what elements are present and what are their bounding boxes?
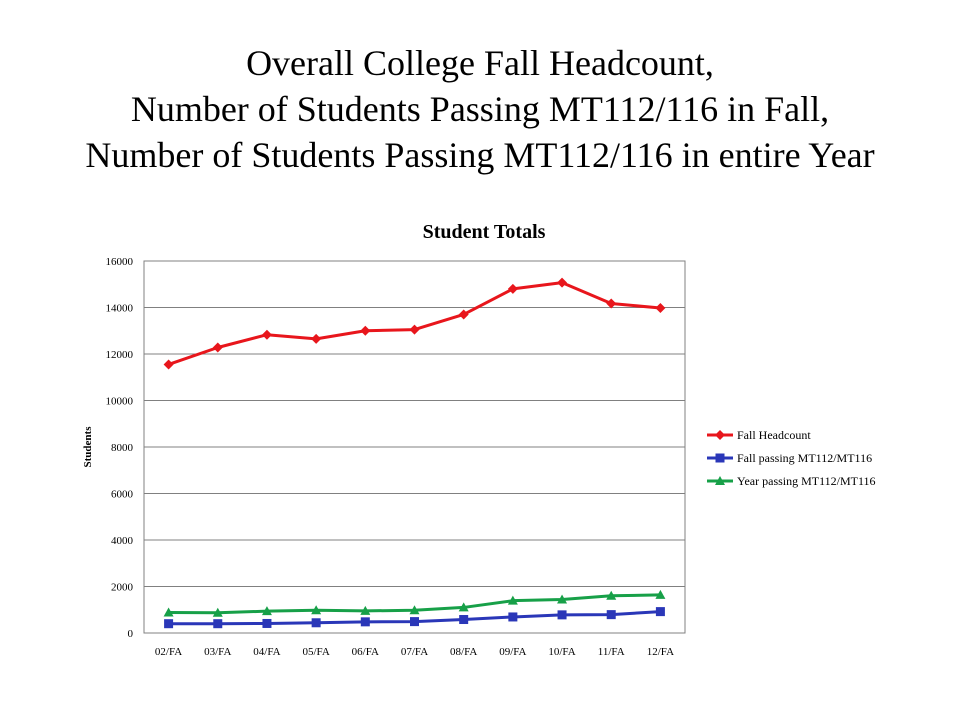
y-tick-label: 2000 <box>111 582 134 594</box>
y-tick-label: 10000 <box>106 396 134 408</box>
data-point <box>262 618 272 628</box>
data-point <box>507 595 518 605</box>
y-tick-label: 8000 <box>111 442 134 454</box>
data-point <box>360 617 370 627</box>
data-point <box>212 607 223 617</box>
data-point <box>655 302 666 313</box>
legend-entry: Fall Headcount <box>707 428 811 442</box>
data-point <box>606 298 617 309</box>
x-tick-label: 07/FA <box>401 646 428 658</box>
data-point <box>360 605 371 615</box>
x-tick-label: 11/FA <box>598 646 625 658</box>
data-point <box>164 619 174 629</box>
y-tick-label: 16000 <box>106 256 134 268</box>
data-point <box>459 615 469 625</box>
data-point <box>163 607 174 617</box>
data-point <box>261 329 272 340</box>
x-axis-ticks: 02/FA 03/FA 04/FA 05/FA 06/FA 07/FA 08/FA 09/FA… <box>155 646 674 658</box>
data-point <box>557 594 568 604</box>
y-tick-label: 6000 <box>111 489 134 501</box>
y-axis-ticks: 0 2000 4000 6000 8000 10000 12000 14000 16000 <box>106 256 134 640</box>
data-point <box>311 333 322 344</box>
series-line <box>168 281 661 366</box>
series-2 <box>164 607 665 629</box>
data-point <box>606 590 617 600</box>
data-point <box>557 277 568 288</box>
plot-area <box>143 260 686 634</box>
data-point <box>508 612 518 622</box>
y-tick-label: 4000 <box>111 535 134 547</box>
legend-entry: Fall passing MT112/MT116 <box>707 451 872 465</box>
data-point <box>311 605 322 615</box>
data-point <box>409 605 420 615</box>
data-point <box>311 618 321 628</box>
data-point <box>410 617 419 627</box>
data-point <box>458 309 469 320</box>
chart-series <box>163 277 666 629</box>
x-tick-label: 05/FA <box>302 646 329 658</box>
x-tick-label: 09/FA <box>499 646 526 658</box>
series-3 <box>163 589 666 617</box>
y-axis-title: Students <box>82 426 94 468</box>
data-point <box>458 602 469 612</box>
data-point <box>557 610 567 620</box>
data-point <box>606 610 616 620</box>
data-point <box>163 359 174 370</box>
data-point <box>213 619 223 629</box>
legend-marker <box>715 476 725 485</box>
legend-label: Fall Headcount <box>737 428 811 442</box>
legend-label: Fall passing MT112/MT116 <box>737 451 872 465</box>
x-tick-label: 12/FA <box>647 646 674 658</box>
data-point <box>360 325 371 336</box>
data-point <box>655 589 666 599</box>
data-point <box>507 283 518 294</box>
data-point <box>261 606 272 616</box>
data-point <box>212 342 223 353</box>
slide-title-line-2: Number of Students Passing MT112/116 in … <box>130 89 830 129</box>
legend-marker <box>715 430 725 440</box>
x-tick-label: 10/FA <box>548 646 575 658</box>
legend-label: Year passing MT112/MT116 <box>737 474 876 488</box>
x-tick-label: 02/FA <box>155 646 182 658</box>
chart-gridlines <box>144 307 685 587</box>
data-point <box>655 607 665 617</box>
series-1 <box>163 277 666 370</box>
chart-legend: Fall Headcount Fall passing MT112/MT116 Ye… <box>707 428 876 488</box>
data-point <box>409 324 420 335</box>
y-tick-label: 14000 <box>106 303 134 315</box>
slide-title-line-3: Number of Students Passing MT112/116 in … <box>85 135 875 175</box>
x-tick-label: 03/FA <box>204 646 231 658</box>
x-tick-label: 04/FA <box>253 646 280 658</box>
y-tick-label: 12000 <box>106 349 134 361</box>
slide-title: Overall College Fall Headcount, Number o… <box>0 40 960 178</box>
x-tick-label: 08/FA <box>450 646 477 658</box>
y-tick-label: 0 <box>128 628 134 640</box>
legend-entry: Year passing MT112/MT116 <box>707 474 876 488</box>
chart-title: Student Totals <box>423 221 546 243</box>
slide-title-line-1: Overall College Fall Headcount, <box>246 43 714 83</box>
legend-marker <box>715 453 725 463</box>
x-tick-label: 06/FA <box>352 646 379 658</box>
